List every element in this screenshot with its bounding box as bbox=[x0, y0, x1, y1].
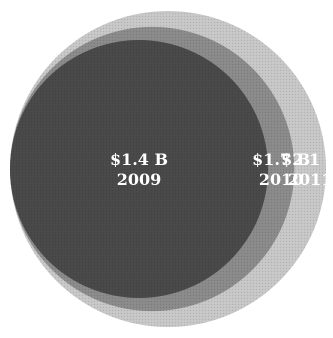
circles-layer bbox=[10, 11, 326, 327]
value-label-2009: $1.4 B bbox=[110, 150, 168, 169]
value-label-2010: $1.7 B bbox=[252, 150, 310, 169]
year-label-2010: 2010 bbox=[259, 170, 304, 189]
year-label-2011: 2011 bbox=[288, 170, 333, 189]
year-label-2009: 2009 bbox=[117, 170, 162, 189]
circle-texture-2009 bbox=[10, 39, 269, 299]
value-label-2011: $2.1 B bbox=[281, 150, 333, 169]
